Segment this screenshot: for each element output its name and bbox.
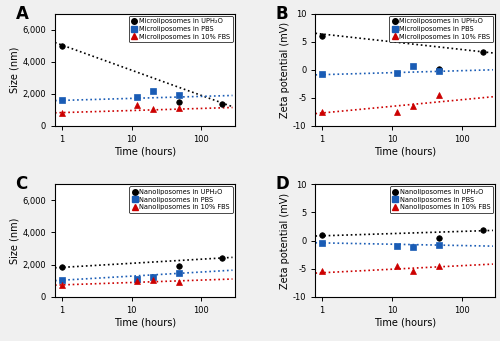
Text: B: B xyxy=(276,5,288,23)
Y-axis label: Size (nm): Size (nm) xyxy=(10,47,20,93)
Y-axis label: Zeta potential (mV): Zeta potential (mV) xyxy=(280,22,290,118)
Text: C: C xyxy=(16,175,28,193)
Text: D: D xyxy=(276,175,289,193)
Y-axis label: Zeta potential (mV): Zeta potential (mV) xyxy=(280,192,290,288)
Legend: Nanoliposomes in UPH₂O, Nanoliposomes in PBS, Nanoliposomes in 10% FBS: Nanoliposomes in UPH₂O, Nanoliposomes in… xyxy=(390,187,493,213)
Text: A: A xyxy=(16,5,28,23)
X-axis label: Time (hours): Time (hours) xyxy=(114,317,176,327)
Y-axis label: Size (nm): Size (nm) xyxy=(10,217,20,264)
X-axis label: Time (hours): Time (hours) xyxy=(374,317,436,327)
Legend: Microliposomes in UPH₂O, Microliposomes in PBS, Microliposomes in 10% FBS: Microliposomes in UPH₂O, Microliposomes … xyxy=(129,16,232,42)
X-axis label: Time (hours): Time (hours) xyxy=(114,147,176,157)
Legend: Microliposomes in UPH₂O, Microliposomes in PBS, Microliposomes in 10% FBS: Microliposomes in UPH₂O, Microliposomes … xyxy=(389,16,493,42)
Legend: Nanoliposomes in UPH₂O, Nanoliposomes in PBS, Nanoliposomes in 10% FBS: Nanoliposomes in UPH₂O, Nanoliposomes in… xyxy=(130,187,232,213)
X-axis label: Time (hours): Time (hours) xyxy=(374,147,436,157)
